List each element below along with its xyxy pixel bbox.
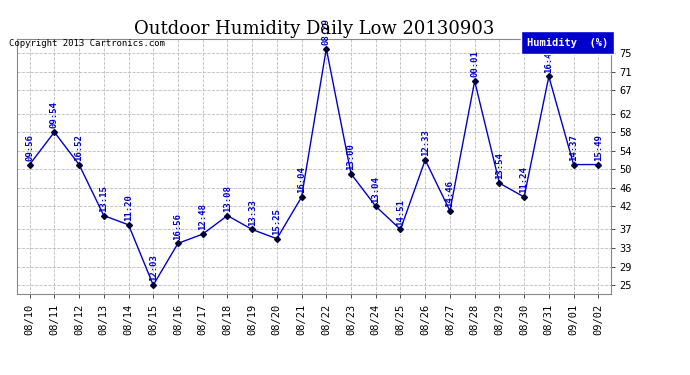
Text: 13:04: 13:04 bbox=[371, 176, 380, 203]
Text: 12:48: 12:48 bbox=[198, 204, 207, 230]
Title: Outdoor Humidity Daily Low 20130903: Outdoor Humidity Daily Low 20130903 bbox=[134, 20, 494, 38]
Text: 16:04: 16:04 bbox=[297, 166, 306, 193]
Text: 14:51: 14:51 bbox=[396, 199, 405, 226]
Text: 16:56: 16:56 bbox=[173, 213, 182, 240]
Text: 16:46: 16:46 bbox=[544, 46, 553, 73]
Text: 12:03: 12:03 bbox=[149, 255, 158, 281]
Text: 11:24: 11:24 bbox=[520, 166, 529, 193]
Text: 15:49: 15:49 bbox=[594, 134, 603, 161]
Text: Humidity  (%): Humidity (%) bbox=[527, 38, 608, 48]
Text: 16:52: 16:52 bbox=[75, 134, 83, 161]
Text: 11:20: 11:20 bbox=[124, 194, 133, 221]
Text: 12:33: 12:33 bbox=[421, 129, 430, 156]
Text: 13:00: 13:00 bbox=[346, 143, 355, 170]
Text: 09:56: 09:56 bbox=[25, 134, 34, 161]
Text: 00:01: 00:01 bbox=[470, 51, 479, 77]
Text: Copyright 2013 Cartronics.com: Copyright 2013 Cartronics.com bbox=[9, 39, 165, 48]
Text: 14:46: 14:46 bbox=[446, 180, 455, 207]
Text: 13:33: 13:33 bbox=[248, 199, 257, 226]
Text: 15:25: 15:25 bbox=[273, 208, 282, 235]
Text: 14:37: 14:37 bbox=[569, 134, 578, 161]
Text: 13:54: 13:54 bbox=[495, 153, 504, 179]
Text: 13:08: 13:08 bbox=[223, 185, 232, 212]
Text: 13:15: 13:15 bbox=[99, 185, 108, 212]
Text: 08:29: 08:29 bbox=[322, 18, 331, 45]
Text: 09:54: 09:54 bbox=[50, 102, 59, 128]
